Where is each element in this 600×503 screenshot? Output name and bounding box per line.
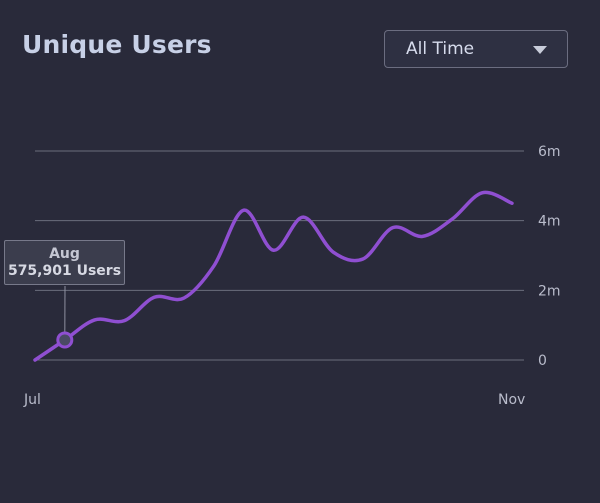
y-tick-label: 2m [538, 283, 561, 299]
page-title: Unique Users [22, 30, 212, 59]
chevron-down-icon [533, 46, 547, 54]
y-tick-label: 0 [538, 353, 547, 369]
chart-tooltip: Aug 575,901 Users [4, 240, 125, 285]
y-tick-label: 4m [538, 214, 561, 230]
highlighted-point [56, 331, 74, 349]
x-tick-label: Jul [23, 392, 41, 408]
series-line [33, 190, 514, 362]
time-range-dropdown[interactable]: All Time [384, 30, 568, 68]
tooltip-value: 575,901 Users [7, 263, 122, 279]
y-tick-label: 6m [538, 144, 561, 160]
tooltip-title: Aug [49, 246, 80, 262]
time-range-selected-label: All Time [406, 39, 475, 59]
x-tick-label: Nov [498, 392, 525, 408]
